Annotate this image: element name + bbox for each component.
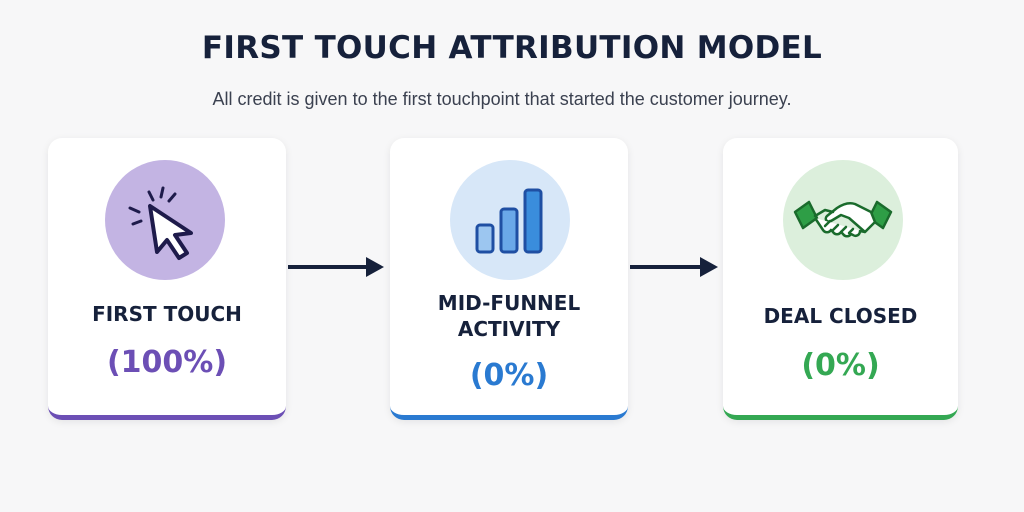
handshake-icon <box>793 200 892 238</box>
stage-label-line-1: MID-FUNNEL <box>437 291 581 315</box>
first-touch-icon-circle <box>105 160 225 280</box>
stage-label-line-2: ACTIVITY <box>457 317 561 341</box>
stage-value-first-touch: (100%) <box>106 345 228 380</box>
mid-funnel-icon-circle <box>450 160 570 280</box>
arrow-right-icon <box>630 257 718 277</box>
stage-value-deal-closed: (0%) <box>801 348 880 383</box>
stage-card-deal-closed: DEAL CLOSED (0%) <box>723 138 958 420</box>
bar-chart-icon <box>475 188 543 254</box>
cursor-click-icon <box>128 186 193 260</box>
stage-label-first-touch: FIRST TOUCH <box>92 302 242 326</box>
arrow-right-icon <box>288 257 384 277</box>
stage-value-mid-funnel: (0%) <box>469 358 549 393</box>
page-subtitle: All credit is given to the first touchpo… <box>212 89 792 109</box>
page-title: FIRST TOUCH ATTRIBUTION MODEL <box>201 30 823 66</box>
stage-label-mid-funnel: MID-FUNNEL ACTIVITY <box>390 290 628 342</box>
deal-closed-icon-circle <box>782 160 903 280</box>
stage-card-mid-funnel: MID-FUNNEL ACTIVITY (0%) <box>390 138 628 420</box>
stage-label-deal-closed: DEAL CLOSED <box>763 304 918 328</box>
stage-card-first-touch: FIRST TOUCH (100%) <box>48 138 286 420</box>
